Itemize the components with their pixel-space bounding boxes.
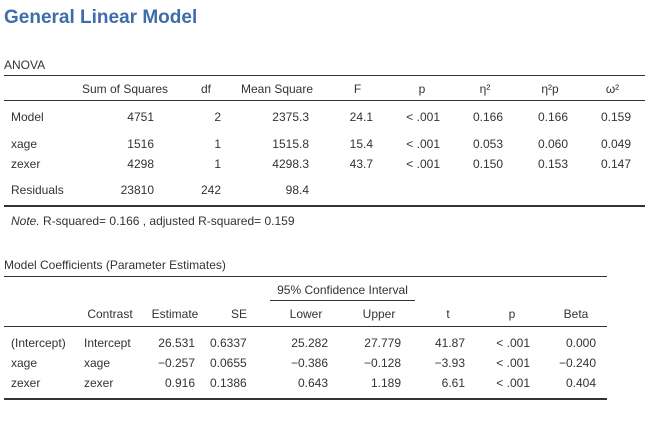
note-label: Note.: [11, 214, 40, 228]
coef-caption: Model Coefficients (Parameter Estimates): [4, 258, 226, 272]
anova-cell-p: < .001: [406, 157, 440, 171]
coef-cell-contrast: Intercept: [84, 336, 131, 350]
anova-cell-df: 2: [214, 110, 221, 124]
coef-cell-p: < .001: [496, 336, 530, 350]
coef-col-header: Estimate: [151, 307, 199, 321]
anova-cell-ss: 4751: [127, 110, 154, 124]
anova-term: xage: [11, 137, 38, 151]
anova-cell-eta2: 0.150: [472, 157, 503, 171]
coef-cell-t: 6.61: [441, 376, 465, 390]
coef-cell-se: 0.0655: [210, 356, 247, 370]
anova-cell-ms: 98.4: [285, 183, 309, 197]
coef-term: zexer: [11, 376, 41, 390]
coef-cell-beta: −0.240: [558, 356, 596, 370]
coef-col-header: SE: [230, 307, 247, 321]
anova-cell-eta2p: 0.060: [537, 137, 568, 151]
anova-col-header: η²: [479, 82, 491, 96]
coef-bottom-rule: [4, 398, 607, 400]
page-title: General Linear Model: [4, 7, 198, 28]
coef-cell-beta: 0.404: [565, 376, 596, 390]
coef-col-header: p: [508, 307, 516, 321]
anova-cell-ss: 4298: [127, 157, 154, 171]
coef-header-rule: [4, 326, 607, 327]
coef-cell-contrast: zexer: [84, 376, 114, 390]
anova-cell-p: < .001: [406, 110, 440, 124]
anova-term: zexer: [11, 157, 41, 171]
anova-col-header: Sum of Squares: [81, 82, 169, 96]
anova-col-header: Mean Square: [240, 82, 314, 96]
coef-cell-beta: 0.000: [565, 336, 596, 350]
coef-col-header: Beta: [563, 307, 589, 321]
coef-cell-lower: 25.282: [291, 336, 328, 350]
coef-cell-upper: −0.128: [363, 356, 401, 370]
coef-col-header: Upper: [362, 307, 396, 321]
anova-col-header: ω²: [605, 82, 620, 96]
coef-cell-lower: 0.643: [297, 376, 328, 390]
anova-note: Note. R-squared= 0.166 , adjusted R-squa…: [11, 214, 295, 228]
coef-cell-upper: 1.189: [370, 376, 401, 390]
coef-cell-t: 41.87: [434, 336, 465, 350]
anova-cell-f: 43.7: [349, 157, 373, 171]
anova-cell-ms: 1515.8: [272, 137, 309, 151]
anova-cell-eta2: 0.053: [472, 137, 503, 151]
anova-col-header: F: [353, 82, 362, 96]
coef-col-header: Contrast: [87, 307, 133, 321]
anova-cell-omega2: 0.147: [600, 157, 631, 171]
anova-cell-eta2: 0.166: [472, 110, 503, 124]
anova-cell-p: < .001: [406, 137, 440, 151]
anova-cell-omega2: 0.159: [600, 110, 631, 124]
anova-cell-ms: 4298.3: [272, 157, 309, 171]
coef-cell-est: 26.531: [158, 336, 195, 350]
coef-term: (Intercept): [11, 336, 66, 350]
ci-header-rule: [270, 300, 415, 301]
coef-cell-lower: −0.386: [290, 356, 328, 370]
anova-term: Model: [11, 110, 44, 124]
anova-bottom-rule: [4, 205, 645, 207]
coef-cell-p: < .001: [496, 356, 530, 370]
coef-cell-contrast: xage: [84, 356, 111, 370]
coef-cell-upper: 27.779: [364, 336, 401, 350]
coef-top-rule: [4, 276, 607, 277]
ci-header: 95% Confidence Interval: [277, 283, 408, 297]
anova-col-header: η²p: [541, 82, 559, 96]
coef-cell-se: 0.1386: [210, 376, 247, 390]
anova-cell-df: 1: [214, 157, 221, 171]
anova-col-header: df: [200, 82, 211, 96]
anova-header-rule: [4, 100, 645, 101]
anova-cell-ss: 1516: [127, 137, 154, 151]
coef-cell-t: −3.93: [434, 356, 465, 370]
coef-cell-est: 0.916: [164, 376, 195, 390]
anova-cell-df: 242: [200, 183, 221, 197]
anova-cell-df: 1: [214, 137, 221, 151]
coef-cell-p: < .001: [496, 376, 530, 390]
anova-cell-eta2p: 0.166: [537, 110, 568, 124]
anova-caption: ANOVA: [4, 58, 46, 72]
coef-term: xage: [11, 356, 38, 370]
anova-cell-eta2p: 0.153: [537, 157, 568, 171]
anova-cell-f: 15.4: [349, 137, 373, 151]
coef-cell-se: 0.6337: [210, 336, 247, 350]
anova-cell-omega2: 0.049: [600, 137, 631, 151]
anova-top-rule: [4, 75, 645, 76]
anova-cell-ss: 23810: [120, 183, 154, 197]
coef-col-header: Lower: [289, 307, 323, 321]
note-text: R-squared= 0.166 , adjusted R-squared= 0…: [39, 214, 295, 228]
anova-col-header: p: [418, 82, 426, 96]
coef-col-header: t: [446, 307, 450, 321]
anova-cell-ms: 2375.3: [272, 110, 309, 124]
coef-cell-est: −0.257: [157, 356, 195, 370]
anova-cell-f: 24.1: [349, 110, 373, 124]
anova-term: Residuals: [11, 183, 64, 197]
